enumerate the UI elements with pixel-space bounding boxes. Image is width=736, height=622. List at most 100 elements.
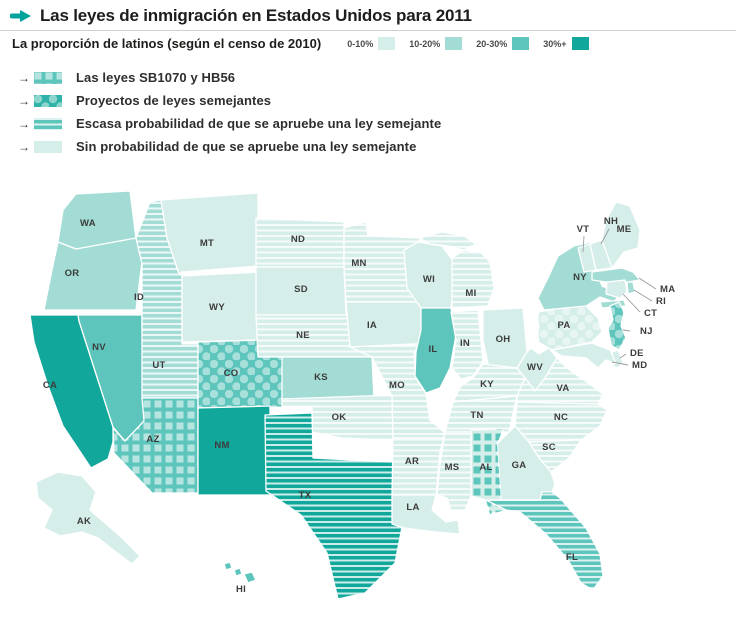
state-label-MI: MI xyxy=(465,288,476,299)
header-divider xyxy=(0,30,736,31)
state-ND-pattern xyxy=(256,218,344,267)
state-FL-pattern xyxy=(486,492,603,590)
proportion-legend-title: La proporción de latinos (según el censo… xyxy=(12,36,322,51)
state-KS-shape xyxy=(281,356,375,400)
state-LA-shape xyxy=(391,494,461,535)
status-legend-label: Escasa probabilidad de que se apruebe un… xyxy=(76,116,442,131)
state-label-IA: IA xyxy=(367,320,377,331)
state-label-SD: SD xyxy=(294,284,308,295)
state-label-MD: MD xyxy=(632,360,647,371)
state-label-MT: MT xyxy=(200,238,214,249)
state-NJ-pattern xyxy=(608,302,626,350)
state-NE-pattern xyxy=(256,315,372,357)
state-ME-shape xyxy=(601,201,641,269)
state-label-WV: WV xyxy=(527,362,543,373)
state-label-AL: AL xyxy=(479,462,492,473)
bucket-label: 30%+ xyxy=(543,38,567,49)
state-label-LA: LA xyxy=(406,502,419,513)
small-arrow-icon: → xyxy=(18,93,30,108)
leader-line-MA xyxy=(638,277,657,290)
state-label-OR: OR xyxy=(65,268,80,279)
state-label-FL: FL xyxy=(566,552,578,563)
status-swatch-stripes xyxy=(34,117,62,130)
state-HI-shape xyxy=(233,567,243,577)
leader-line-NJ xyxy=(622,329,631,332)
leader-line-MD xyxy=(611,361,629,366)
state-HI-shape xyxy=(243,571,257,584)
state-MO-pattern xyxy=(350,344,444,438)
state-label-IN: IN xyxy=(460,338,470,349)
state-label-NH: NH xyxy=(604,216,618,227)
state-label-MS: MS xyxy=(445,462,460,473)
bucket-20-30: 20-30% xyxy=(476,37,530,50)
small-arrow-icon: → xyxy=(18,139,30,154)
status-legend-label: Proyectos de leyes semejantes xyxy=(76,93,272,108)
right-arrow-icon xyxy=(10,10,31,22)
state-label-ME: ME xyxy=(617,224,632,235)
state-label-NE: NE xyxy=(296,330,310,341)
state-label-GA: GA xyxy=(512,460,527,471)
state-AZ-pattern xyxy=(113,398,198,493)
leader-line-NH xyxy=(600,228,610,245)
status-legend-item-proyecto: → Proyectos de leyes semejantes xyxy=(18,89,441,112)
state-UT-pattern xyxy=(142,330,198,398)
state-label-KY: KY xyxy=(480,379,494,390)
state-label-NJ: NJ xyxy=(640,326,653,337)
state-KY-pattern xyxy=(453,364,525,402)
state-label-MA: MA xyxy=(660,284,675,295)
bucket-label: 10-20% xyxy=(409,38,441,49)
leader-line-VT xyxy=(582,235,585,253)
state-OR-shape xyxy=(43,237,143,311)
state-label-NV: NV xyxy=(92,342,106,353)
status-legend-item-escasa: → Escasa probabilidad de que se apruebe u… xyxy=(18,112,441,135)
state-label-IL: IL xyxy=(428,344,437,355)
state-label-HI: HI xyxy=(236,584,246,595)
bucket-swatch xyxy=(571,37,589,50)
state-PA-pattern xyxy=(538,304,602,350)
state-label-MN: MN xyxy=(351,258,366,269)
status-swatch-dots xyxy=(34,94,62,107)
bucket-swatch xyxy=(445,37,463,50)
state-label-MO: MO xyxy=(389,380,405,391)
state-label-VA: VA xyxy=(556,383,569,394)
state-MI-pattern xyxy=(452,250,494,308)
state-MT-shape xyxy=(160,192,259,275)
state-label-WY: WY xyxy=(209,302,225,313)
state-label-UT: UT xyxy=(152,360,165,371)
state-label-CA: CA xyxy=(43,380,57,391)
state-NC-pattern xyxy=(515,402,607,442)
proportion-legend: La proporción de latinos (según el censo… xyxy=(12,36,724,51)
state-SC-pattern xyxy=(529,440,581,472)
state-AL-pattern xyxy=(471,429,506,514)
header: Las leyes de inmigración en Estados Unid… xyxy=(10,6,472,26)
bucket-swatch xyxy=(378,37,396,50)
leader-line-DE xyxy=(619,353,627,359)
bucket-30+: 30%+ xyxy=(543,37,589,50)
state-label-OH: OH xyxy=(496,334,511,345)
state-label-NM: NM xyxy=(214,440,229,451)
leader-line-RI xyxy=(633,289,653,302)
bucket-10-20: 10-20% xyxy=(409,37,463,50)
state-label-CT: CT xyxy=(644,308,657,319)
status-legend: → Las leyes SB1070 y HB56 → Proyectos de le… xyxy=(18,66,441,158)
state-label-WA: WA xyxy=(80,218,96,229)
state-label-TN: TN xyxy=(470,410,483,421)
small-arrow-icon: → xyxy=(18,70,30,85)
state-VA-pattern xyxy=(517,358,603,404)
state-label-NC: NC xyxy=(554,412,568,423)
status-legend-item-ley: → Las leyes SB1070 y HB56 xyxy=(18,66,441,89)
state-OK-pattern xyxy=(282,395,393,440)
state-MD-shape xyxy=(551,342,617,369)
state-label-TX: TX xyxy=(299,490,312,501)
state-label-NY: NY xyxy=(573,272,587,283)
proportion-buckets: 0-10% 10-20% 20-30% 30%+ xyxy=(347,37,589,50)
state-label-SC: SC xyxy=(542,442,556,453)
state-label-AK: AK xyxy=(77,516,91,527)
state-HI-shape xyxy=(223,561,233,571)
state-label-RI: RI xyxy=(656,296,666,307)
state-label-AR: AR xyxy=(405,456,419,467)
state-AK-shape xyxy=(35,471,141,565)
map-container: WA OR CA NV ID MT WY UT AZ CO NM ND SD NE KS OK TX MN IA MO… xyxy=(0,180,736,617)
small-arrow-icon: → xyxy=(18,116,30,131)
leader-line-CT xyxy=(622,293,641,313)
